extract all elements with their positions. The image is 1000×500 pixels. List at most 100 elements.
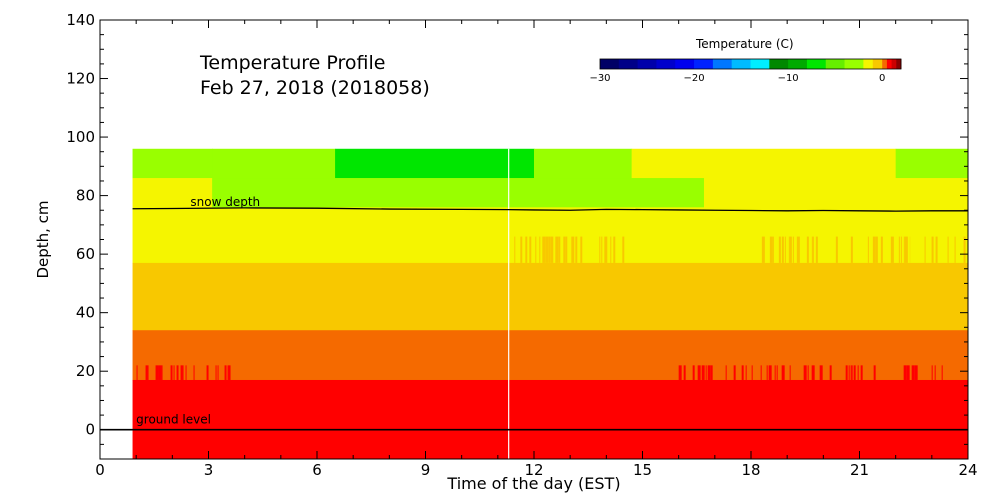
colorbar-swatch bbox=[656, 59, 676, 69]
flicker-stripe bbox=[903, 365, 907, 380]
flicker-stripe bbox=[225, 365, 227, 380]
colorbar-frame bbox=[599, 58, 902, 70]
flicker-stripe bbox=[170, 365, 173, 380]
colorbar-swatch bbox=[886, 59, 892, 69]
flicker-stripe bbox=[161, 365, 163, 380]
ground-level-label: ground level bbox=[136, 413, 211, 427]
flicker-stripe bbox=[760, 365, 762, 380]
flicker-stripe bbox=[778, 236, 781, 263]
flicker-stripe bbox=[792, 236, 794, 263]
x-tick-label: 15 bbox=[633, 461, 652, 479]
flicker-stripe bbox=[692, 365, 695, 380]
flicker-stripe bbox=[853, 365, 856, 380]
colorbar-swatch bbox=[600, 59, 620, 69]
flicker-stripe bbox=[867, 236, 869, 263]
flicker-stripe bbox=[173, 365, 175, 380]
flicker-stripe bbox=[880, 236, 883, 263]
flicker-stripe bbox=[683, 365, 686, 380]
x-tick-label: 9 bbox=[421, 461, 431, 479]
flicker-stripe bbox=[599, 236, 601, 263]
flicker-stripe bbox=[812, 236, 814, 263]
flicker-stripe bbox=[807, 365, 809, 380]
x-axis-label: Time of the day (EST) bbox=[446, 474, 620, 493]
flicker-stripe bbox=[766, 365, 768, 380]
flicker-stripe bbox=[565, 236, 568, 263]
flicker-stripe bbox=[558, 236, 561, 263]
flicker-stripe bbox=[710, 365, 713, 380]
heatmap-cell bbox=[132, 178, 213, 208]
flicker-stripe bbox=[575, 236, 578, 263]
heatmap-cell bbox=[132, 262, 969, 331]
flicker-stripe bbox=[601, 236, 603, 263]
colorbar-swatch bbox=[637, 59, 657, 69]
colorbar-swatch bbox=[882, 59, 888, 69]
flicker-stripe bbox=[707, 365, 711, 380]
flicker-stripe bbox=[701, 365, 705, 380]
flicker-stripe bbox=[176, 365, 179, 380]
flicker-stripe bbox=[182, 365, 184, 380]
flicker-stripe bbox=[806, 236, 809, 263]
flicker-stripe bbox=[803, 365, 807, 380]
flicker-stripe bbox=[781, 236, 784, 263]
flicker-stripe bbox=[789, 236, 792, 263]
flicker-stripe bbox=[539, 236, 541, 263]
flicker-stripe bbox=[193, 365, 195, 380]
flicker-stripe bbox=[529, 236, 532, 263]
y-axis-label: Depth, cm bbox=[34, 200, 52, 278]
x-tick-label: 21 bbox=[850, 461, 869, 479]
flicker-stripe bbox=[904, 236, 908, 263]
flicker-stripe bbox=[835, 236, 838, 263]
colorbar-tick-label: −30 bbox=[589, 73, 610, 84]
flicker-stripe bbox=[860, 365, 863, 380]
flicker-stripe bbox=[136, 365, 138, 380]
flicker-stripe bbox=[931, 236, 934, 263]
heatmap-cell bbox=[132, 148, 213, 179]
x-tick-label: 0 bbox=[95, 461, 105, 479]
flicker-stripe bbox=[903, 236, 905, 263]
y-tick-label: 120 bbox=[66, 70, 95, 88]
colorbar-swatch bbox=[806, 59, 827, 69]
colorbar-swatch bbox=[750, 59, 770, 69]
flicker-stripe bbox=[776, 365, 778, 380]
flicker-stripe bbox=[622, 236, 625, 263]
y-tick-label: 140 bbox=[66, 11, 95, 29]
flicker-stripe bbox=[180, 365, 183, 380]
flicker-stripe bbox=[705, 365, 707, 380]
flicker-stripe bbox=[761, 236, 765, 263]
flicker-stripe bbox=[851, 365, 853, 380]
x-tick-label: 18 bbox=[741, 461, 760, 479]
flicker-stripe bbox=[678, 365, 682, 380]
flicker-stripe bbox=[741, 365, 744, 380]
overlay-lines: snow depth ground level bbox=[100, 148, 968, 459]
flicker-stripe bbox=[227, 365, 229, 380]
flicker-stripe bbox=[545, 236, 549, 263]
colorbar-swatch bbox=[863, 59, 874, 69]
flicker-stripe bbox=[774, 365, 776, 380]
colorbar-title: Temperature (C) bbox=[696, 37, 794, 51]
flicker-stripe bbox=[924, 236, 926, 263]
colorbar-swatch bbox=[896, 59, 902, 69]
x-tick-label: 12 bbox=[524, 461, 543, 479]
flicker-stripe bbox=[548, 236, 551, 263]
colorbar: −30 −20 −10 0 bbox=[589, 58, 902, 84]
chart-title: Temperature Profile bbox=[200, 52, 386, 74]
flicker-stripe bbox=[811, 365, 815, 380]
flicker-stripe bbox=[819, 365, 823, 380]
flicker-stripe bbox=[520, 236, 523, 263]
flicker-stripe bbox=[811, 236, 813, 263]
flicker-stripe bbox=[155, 365, 159, 380]
flicker-stripe bbox=[829, 365, 832, 380]
flicker-stripe bbox=[542, 236, 546, 263]
heatmap-flicker-bands bbox=[136, 236, 966, 380]
flicker-stripe bbox=[185, 365, 187, 380]
flicker-stripe bbox=[850, 236, 853, 263]
flicker-stripe bbox=[604, 236, 608, 263]
colorbar-tick-label: 0 bbox=[879, 73, 885, 84]
flicker-stripe bbox=[911, 365, 915, 380]
flicker-stripe bbox=[963, 236, 966, 263]
flicker-stripe bbox=[228, 365, 231, 380]
flicker-stripe bbox=[768, 365, 772, 380]
heatmap-cell bbox=[703, 178, 969, 208]
flicker-stripe bbox=[872, 236, 876, 263]
flicker-stripe bbox=[845, 365, 848, 380]
